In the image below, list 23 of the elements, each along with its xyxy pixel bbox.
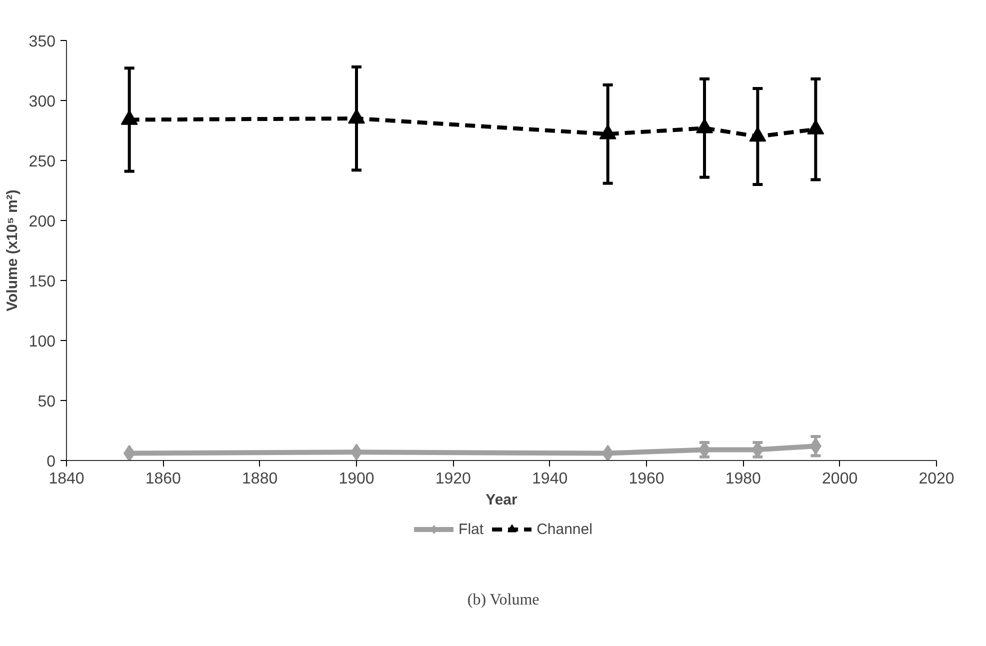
- y-axis-title: Volume (x10⁵ m²): [4, 190, 21, 312]
- x-tick-label: 1900: [338, 470, 374, 488]
- x-tick-label: 2000: [822, 470, 858, 488]
- x-tick-label: 1840: [48, 470, 84, 488]
- x-tick-label: 1920: [435, 470, 472, 488]
- x-tick-label: 1940: [532, 470, 568, 488]
- x-tick-label: 1860: [145, 470, 182, 488]
- x-tick-label: 1980: [725, 470, 762, 488]
- x-tick-label: 2020: [918, 470, 954, 488]
- x-axis-title: Year: [486, 492, 518, 508]
- y-tick-label: 250: [28, 154, 56, 170]
- y-tick-label: 300: [28, 94, 56, 110]
- legend-label: Channel: [536, 520, 592, 538]
- y-tick-label: 350: [28, 34, 56, 50]
- text: (b) Volume: [467, 591, 540, 608]
- y-tick-label: 100: [28, 334, 56, 350]
- y-tick-label: 200: [28, 214, 56, 230]
- x-tick-label: 1880: [242, 470, 278, 488]
- y-tick-label: 0: [46, 454, 56, 470]
- legend-label: Flat: [458, 520, 484, 538]
- x-tick-label: 1960: [628, 470, 664, 488]
- y-tick-label: 150: [28, 274, 56, 290]
- y-tick-label: 50: [38, 394, 56, 410]
